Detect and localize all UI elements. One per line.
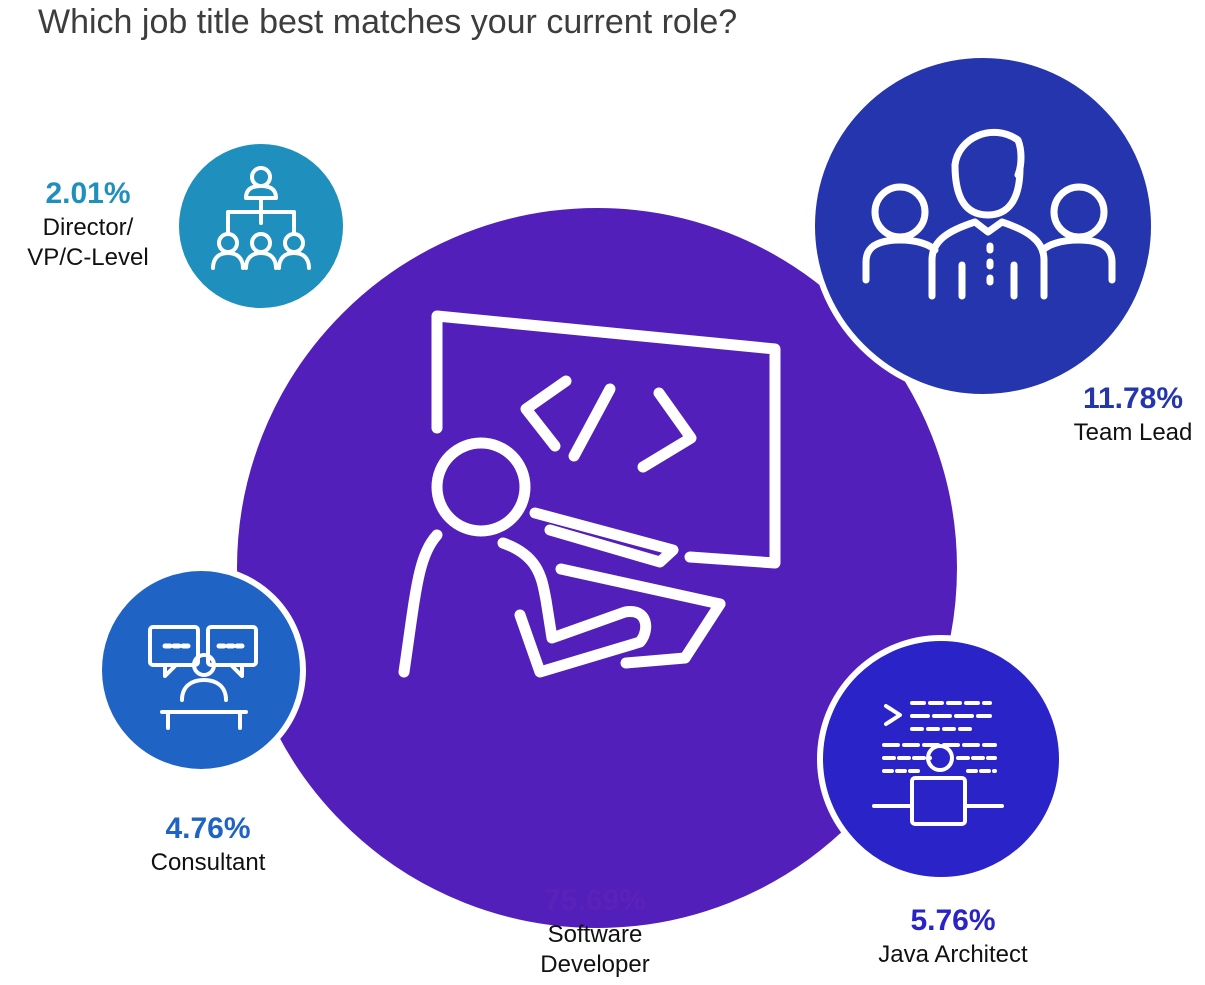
value-team-lead: 11.78% — [1082, 382, 1184, 415]
bubble-java-architect — [817, 635, 1065, 883]
value-director: 2.01% — [45, 177, 131, 210]
name-software-developer-line-1: Software — [547, 920, 643, 948]
developer-at-monitor-icon — [398, 310, 781, 678]
value-consultant: 4.76% — [165, 812, 251, 845]
bubble-consultant — [96, 565, 306, 775]
chart-title: Which job title best matches your curren… — [38, 3, 738, 41]
label-director: 2.01% Director/ VP/C-Level — [8, 175, 168, 273]
label-software-developer: 75.69% Software Developer — [495, 882, 695, 980]
value-java-architect: 5.76% — [910, 904, 996, 937]
consultant-icon — [148, 625, 258, 730]
name-java-architect: Java Architect — [878, 940, 1028, 968]
bubble-director — [173, 138, 349, 314]
team-icon — [862, 128, 1116, 300]
label-consultant: 4.76% Consultant — [128, 810, 288, 878]
coder-at-laptop-icon — [872, 701, 1004, 826]
label-java-architect: 5.76% Java Architect — [848, 902, 1058, 970]
label-team-lead: 11.78% Team Lead — [1053, 380, 1205, 448]
name-software-developer-line-2: Developer — [540, 950, 650, 978]
value-software-developer: 75.69% — [544, 884, 646, 917]
name-director-line-2: VP/C-Level — [27, 243, 149, 271]
name-team-lead: Team Lead — [1073, 418, 1193, 446]
name-consultant: Consultant — [150, 848, 266, 876]
name-director-line-1: Director/ — [42, 213, 134, 241]
org-chart-icon — [211, 166, 311, 270]
